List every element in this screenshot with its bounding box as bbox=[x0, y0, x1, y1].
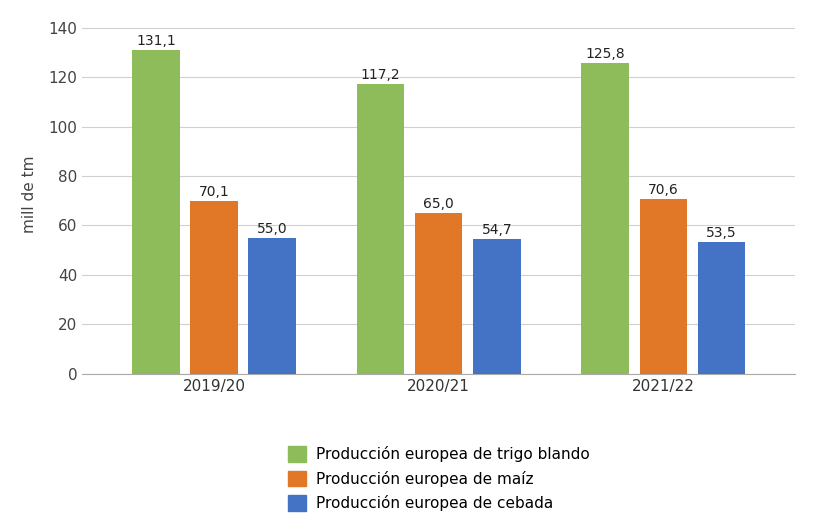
Bar bbox=[248, 238, 296, 374]
Text: 54,7: 54,7 bbox=[481, 223, 512, 237]
Bar bbox=[190, 200, 238, 374]
Text: 53,5: 53,5 bbox=[705, 226, 735, 240]
Bar bbox=[581, 63, 628, 374]
Bar bbox=[356, 84, 404, 374]
Text: 117,2: 117,2 bbox=[360, 69, 400, 82]
Text: 65,0: 65,0 bbox=[423, 197, 454, 211]
Text: 131,1: 131,1 bbox=[136, 34, 175, 48]
Bar bbox=[473, 239, 520, 374]
Bar bbox=[414, 213, 462, 374]
Text: 125,8: 125,8 bbox=[585, 47, 624, 61]
Bar bbox=[639, 199, 686, 374]
Bar bbox=[132, 50, 179, 374]
Text: 55,0: 55,0 bbox=[256, 222, 287, 236]
Text: 70,1: 70,1 bbox=[198, 185, 229, 199]
Y-axis label: mill de tm: mill de tm bbox=[22, 156, 37, 234]
Text: 70,6: 70,6 bbox=[647, 183, 678, 197]
Bar bbox=[697, 241, 744, 374]
Legend: Producción europea de trigo blando, Producción europea de maíz, Producción europ: Producción europea de trigo blando, Prod… bbox=[280, 439, 596, 518]
